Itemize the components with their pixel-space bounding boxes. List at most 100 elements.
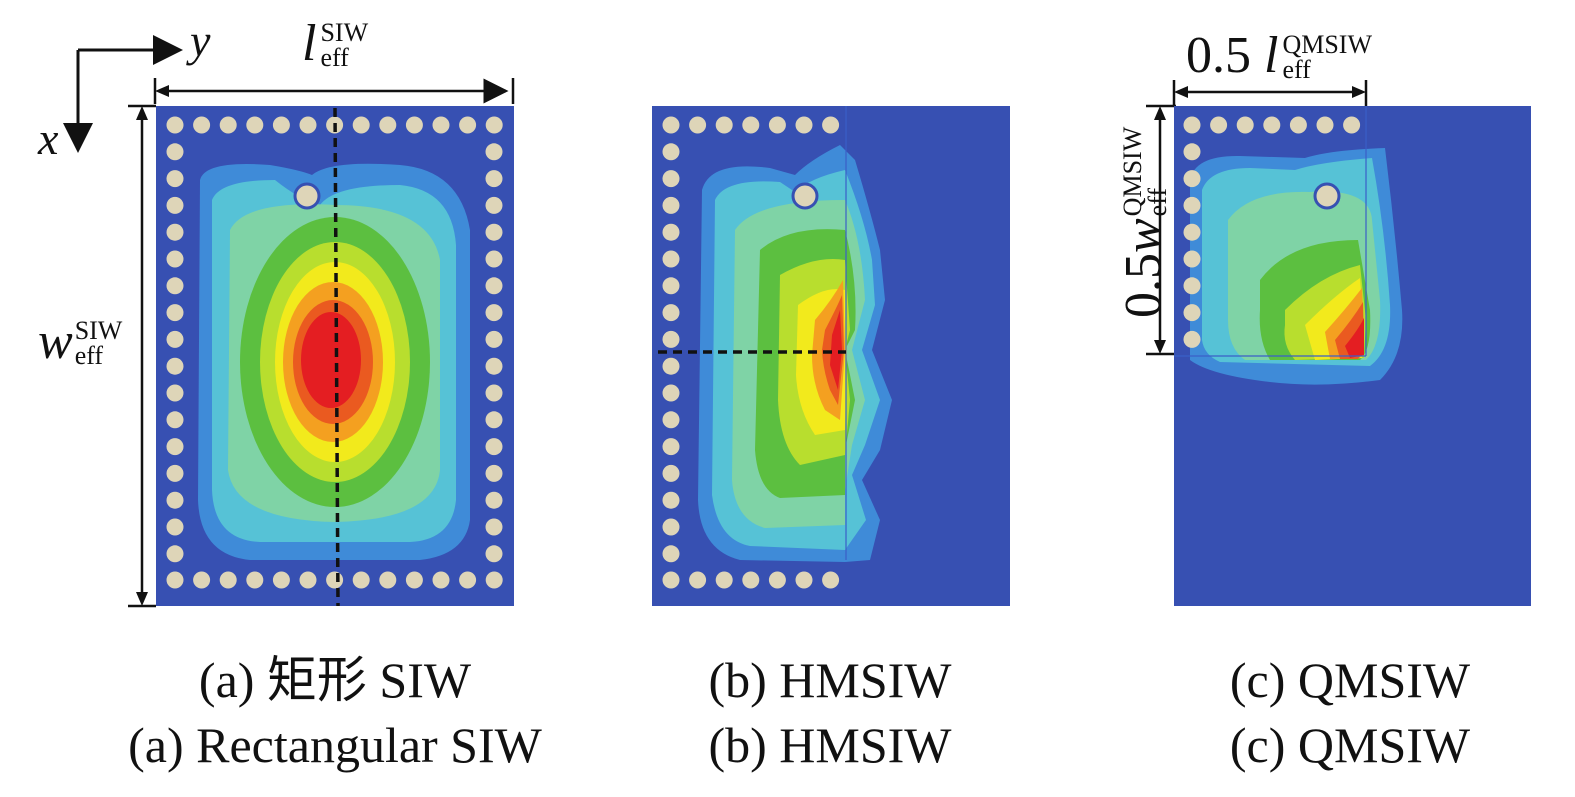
via-hole [485, 464, 503, 482]
via-hole [662, 491, 680, 509]
via-hole [272, 571, 290, 589]
caption-b-chinese: (b) HMSIW [708, 652, 952, 708]
via-hole [485, 143, 503, 161]
via-hole [166, 518, 184, 536]
via-hole [459, 571, 477, 589]
via-hole [662, 518, 680, 536]
via-hole [352, 116, 370, 134]
via-hole [1183, 304, 1201, 322]
via-hole [166, 250, 184, 268]
via-hole [1289, 116, 1307, 134]
via-hole [485, 170, 503, 188]
coordinate-axes [63, 35, 183, 153]
via-hole [822, 571, 840, 589]
via-hole [485, 545, 503, 563]
via-hole [795, 571, 813, 589]
feed-probe [1313, 182, 1341, 210]
via-hole [166, 277, 184, 295]
via-hole [166, 170, 184, 188]
via-hole [485, 116, 503, 134]
via-hole [405, 571, 423, 589]
via-hole [166, 143, 184, 161]
via-hole [485, 223, 503, 241]
via-hole [689, 571, 707, 589]
via-hole [1183, 250, 1201, 268]
via-hole [485, 491, 503, 509]
via-hole [662, 571, 680, 589]
caption-c-chinese: (c) QMSIW [1229, 652, 1471, 708]
via-hole [662, 170, 680, 188]
via-hole [352, 571, 370, 589]
feed-probe [293, 182, 321, 210]
label-l-eff-qmsiw: 0.5 l QMSIW eff [1186, 27, 1373, 84]
via-hole [485, 571, 503, 589]
via-hole [662, 464, 680, 482]
via-hole [822, 116, 840, 134]
via-hole [662, 438, 680, 456]
via-hole [219, 571, 237, 589]
via-hole [662, 196, 680, 214]
via-hole [662, 143, 680, 161]
via-hole [485, 411, 503, 429]
width-dimension-arrow [128, 85, 169, 608]
via-hole [662, 277, 680, 295]
via-hole [166, 304, 184, 322]
via-hole [1343, 116, 1361, 134]
via-hole [1183, 143, 1201, 161]
via-hole [662, 223, 680, 241]
via-hole [485, 277, 503, 295]
via-hole [166, 196, 184, 214]
via-hole [1183, 223, 1201, 241]
via-hole [485, 250, 503, 268]
via-hole [219, 116, 237, 134]
via-hole [166, 464, 184, 482]
via-hole [485, 357, 503, 375]
via-hole [485, 304, 503, 322]
via-hole [272, 116, 290, 134]
via-holes [662, 116, 840, 589]
field-contours [198, 163, 470, 560]
via-hole [166, 411, 184, 429]
via-hole [662, 250, 680, 268]
via-hole [715, 116, 733, 134]
via-hole [485, 330, 503, 348]
via-hole [166, 330, 184, 348]
via-hole [166, 491, 184, 509]
via-hole [1236, 116, 1254, 134]
via-hole [459, 116, 477, 134]
via-hole [166, 438, 184, 456]
via-hole [246, 116, 264, 134]
via-hole [662, 116, 680, 134]
caption-b-english: (b) HMSIW [708, 717, 952, 773]
via-hole [662, 304, 680, 322]
via-hole [432, 571, 450, 589]
label-l-eff-siw: l SIW eff [302, 15, 369, 72]
via-hole [1183, 116, 1201, 134]
via-hole [795, 116, 813, 134]
via-hole [166, 571, 184, 589]
caption-c-english: (c) QMSIW [1229, 717, 1471, 773]
via-hole [166, 545, 184, 563]
label-w-eff-siw: w SIW eff [38, 313, 123, 370]
axis-label-y: y [190, 15, 211, 66]
via-hole [193, 116, 211, 134]
via-hole [485, 438, 503, 456]
via-hole [1316, 116, 1334, 134]
field-contours [1190, 148, 1403, 385]
width-dimension-arrow [1146, 104, 1176, 356]
feed-probe [791, 182, 819, 210]
via-hole [379, 571, 397, 589]
caption-a-english: (a) Rectangular SIW [128, 717, 542, 773]
panel-c-qmsiw [1146, 80, 1531, 606]
via-hole [1263, 116, 1281, 134]
via-hole [166, 384, 184, 402]
via-hole [662, 357, 680, 375]
via-hole [1183, 170, 1201, 188]
via-hole [715, 571, 733, 589]
via-hole [662, 545, 680, 563]
via-hole [742, 571, 760, 589]
label-w-eff-qmsiw: 0.5w QMSIW eff [1115, 126, 1172, 318]
length-dimension-arrow [153, 78, 515, 104]
via-hole [405, 116, 423, 134]
via-hole [1183, 277, 1201, 295]
